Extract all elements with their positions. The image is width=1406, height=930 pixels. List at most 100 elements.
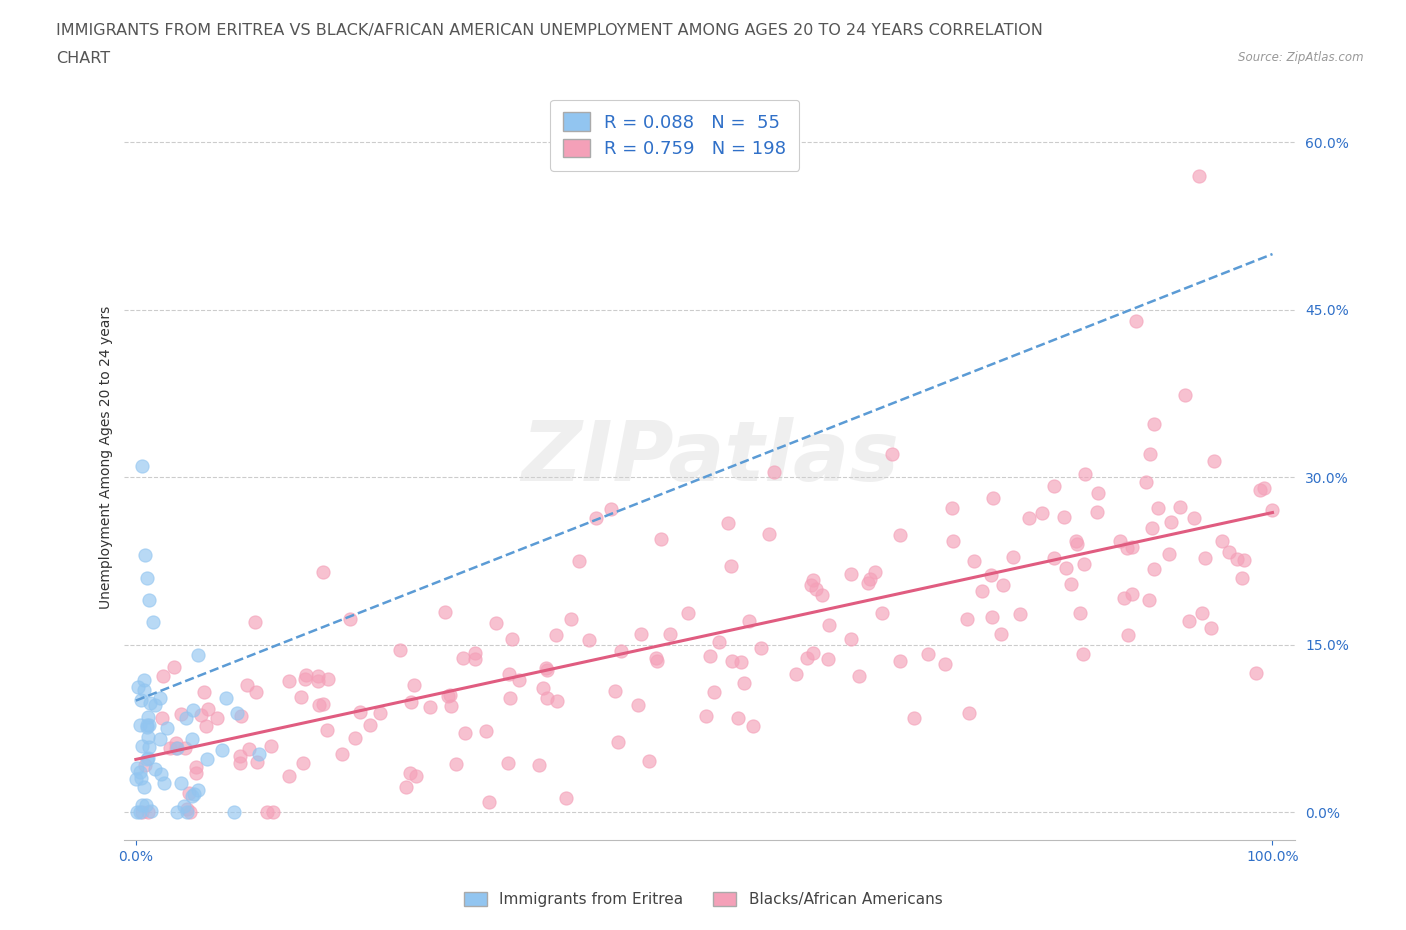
Point (527, 758, 550, 773)
Point (343, 731, 366, 746)
Point (1233, 552, 1256, 567)
Point (555, 791, 578, 806)
Point (245, 685, 267, 700)
Point (136, 570, 159, 585)
Point (228, 748, 250, 763)
Point (236, 678, 259, 693)
Point (419, 700, 441, 715)
Point (312, 696, 335, 711)
Point (166, 740, 188, 755)
Point (439, 688, 461, 703)
Point (1201, 621, 1223, 636)
Point (499, 690, 522, 705)
Point (801, 573, 824, 588)
Point (1139, 446, 1161, 461)
Point (127, 680, 149, 695)
Point (181, 789, 204, 804)
Point (695, 709, 717, 724)
Point (135, 751, 157, 766)
Point (1116, 627, 1139, 642)
Point (676, 605, 699, 620)
Point (211, 742, 233, 757)
Point (934, 657, 956, 671)
Point (709, 634, 731, 649)
Point (132, 683, 155, 698)
Point (848, 669, 870, 684)
Point (1069, 605, 1091, 620)
Point (138, 592, 160, 607)
Point (560, 611, 582, 626)
Point (699, 648, 721, 663)
Point (195, 751, 218, 766)
Point (478, 794, 501, 809)
Point (125, 760, 148, 775)
Point (138, 739, 160, 754)
Point (170, 707, 193, 722)
Point (1168, 499, 1191, 514)
Point (474, 724, 496, 738)
Point (1173, 387, 1195, 402)
Point (136, 718, 159, 733)
Point (187, 647, 209, 662)
Point (368, 705, 391, 720)
Legend: R = 0.088   N =  55, R = 0.759   N = 198: R = 0.088 N = 55, R = 0.759 N = 198 (550, 100, 799, 171)
Point (1191, 605, 1213, 620)
Point (721, 653, 744, 668)
Point (166, 804, 188, 819)
Point (1160, 515, 1182, 530)
Point (1085, 505, 1108, 520)
Point (139, 696, 162, 711)
Point (395, 779, 418, 794)
Point (903, 711, 925, 725)
Point (496, 755, 519, 770)
Point (585, 511, 607, 525)
Point (1060, 577, 1083, 591)
Point (603, 684, 626, 698)
Point (870, 605, 893, 620)
Point (127, 804, 149, 819)
Point (1043, 479, 1066, 494)
Point (176, 804, 198, 819)
Text: IMMIGRANTS FROM ERITREA VS BLACK/AFRICAN AMERICAN UNEMPLOYMENT AMONG AGES 20 TO : IMMIGRANTS FROM ERITREA VS BLACK/AFRICAN… (56, 23, 1043, 38)
Point (464, 652, 486, 667)
Point (256, 804, 278, 819)
Point (1211, 534, 1233, 549)
Point (183, 787, 205, 802)
Point (801, 645, 824, 660)
Point (128, 764, 150, 779)
Point (308, 698, 330, 712)
Point (546, 694, 568, 709)
Point (1043, 551, 1066, 565)
Point (962, 554, 984, 569)
Point (307, 669, 329, 684)
Point (508, 673, 530, 688)
Point (136, 804, 159, 819)
Point (1071, 646, 1094, 661)
Point (193, 684, 215, 699)
Point (138, 717, 160, 732)
Point (1253, 481, 1275, 496)
Point (132, 672, 155, 687)
Point (498, 667, 520, 682)
Point (134, 548, 156, 563)
Point (749, 641, 772, 656)
Point (184, 766, 207, 781)
Point (796, 650, 818, 665)
Point (316, 672, 339, 687)
Point (972, 584, 994, 599)
Point (464, 645, 486, 660)
Point (1001, 550, 1024, 565)
Point (717, 515, 740, 530)
Point (179, 804, 201, 819)
Point (132, 780, 155, 795)
Point (1178, 614, 1201, 629)
Point (141, 804, 163, 818)
Point (136, 751, 159, 765)
Point (143, 762, 166, 777)
Point (150, 711, 173, 725)
Point (277, 673, 299, 688)
Point (1232, 571, 1254, 586)
Point (1121, 587, 1143, 602)
Point (165, 736, 187, 751)
Point (165, 740, 187, 755)
